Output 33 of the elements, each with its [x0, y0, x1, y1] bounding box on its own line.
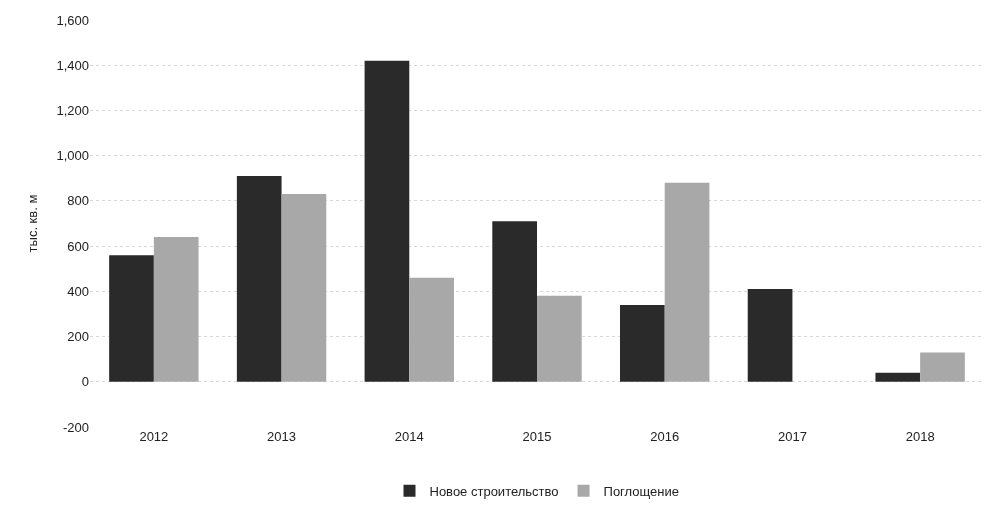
y-tick-label: 1,200: [56, 102, 89, 118]
x-tick-label: 2014: [394, 429, 424, 444]
x-tick-label: 2017: [777, 429, 807, 444]
bar: [664, 182, 710, 382]
y-tick-label: 800: [67, 193, 89, 209]
x-tick-label: 2015: [522, 429, 552, 444]
y-tick-label: 1,600: [56, 12, 89, 28]
y-tick-label: 1,400: [56, 57, 89, 73]
y-tick-label: 200: [67, 329, 89, 345]
legend-label: Поглощение: [603, 483, 679, 499]
bar: [875, 372, 921, 382]
bar: [364, 60, 410, 382]
bar: [620, 304, 665, 382]
y-tick-label: 1,000: [56, 148, 89, 164]
x-tick-label: 2013: [267, 429, 297, 444]
x-tick-label: 2016: [650, 429, 680, 444]
y-tick-label: 400: [67, 283, 89, 299]
bar: [236, 176, 282, 382]
bar: [492, 221, 537, 382]
y-tick-label: 600: [67, 238, 89, 254]
bar: [409, 277, 454, 382]
y-tick-label: -200: [62, 419, 89, 435]
y-axis-title: тыс. кв. м: [25, 194, 41, 253]
legend-label: Новое строительство: [429, 483, 559, 499]
x-tick-label: 2018: [905, 429, 935, 444]
bar: [109, 255, 154, 382]
bar: [153, 237, 199, 382]
y-tick-label: 0: [81, 374, 89, 390]
bar: [537, 295, 582, 382]
bar: [281, 194, 327, 382]
bar: [747, 289, 793, 382]
bar: [920, 352, 965, 382]
x-tick-label: 2012: [139, 429, 169, 444]
